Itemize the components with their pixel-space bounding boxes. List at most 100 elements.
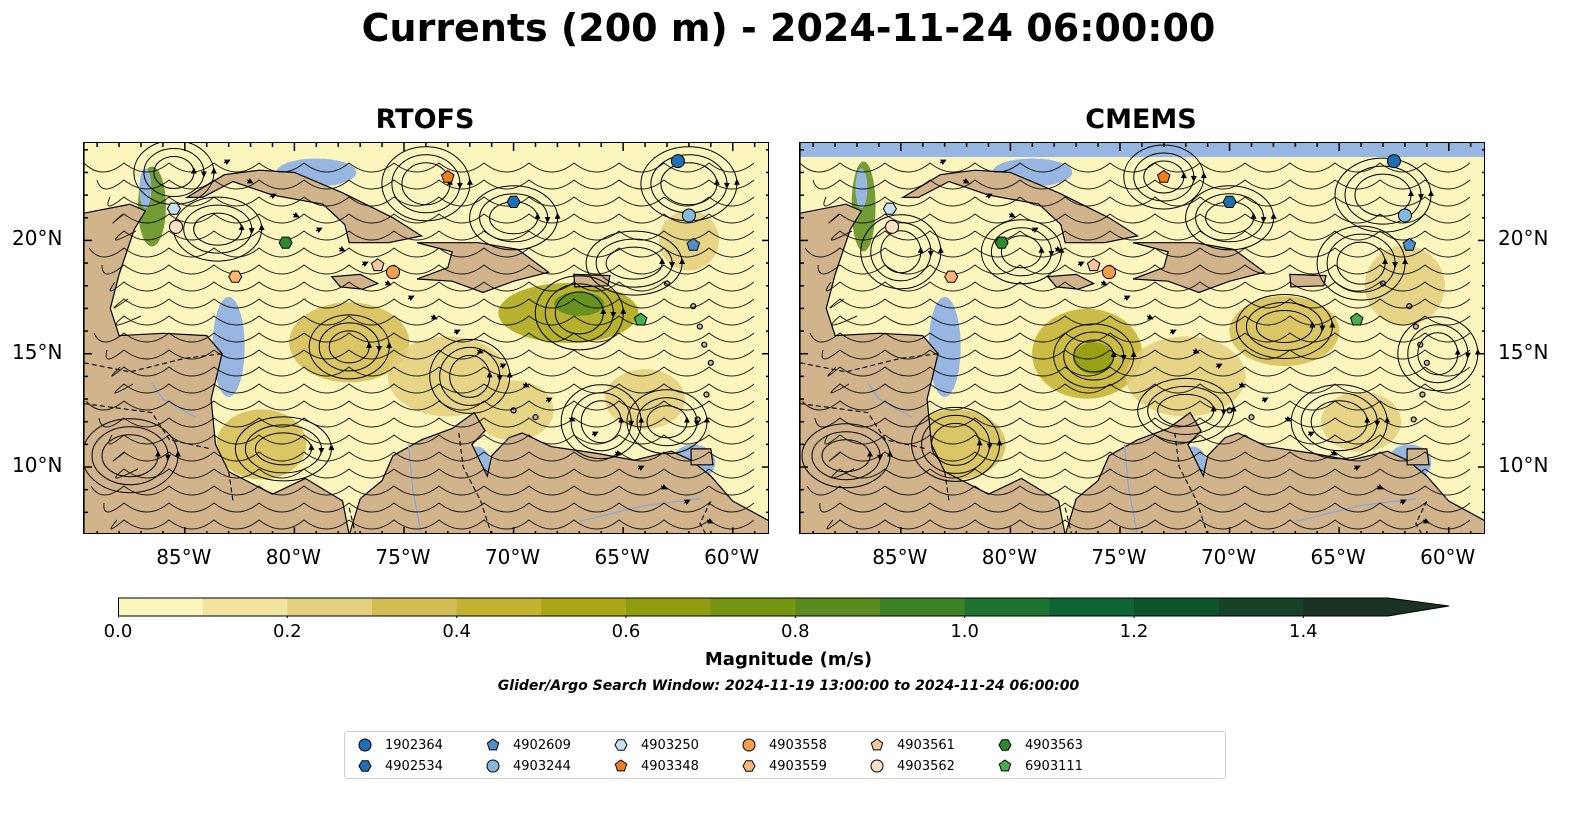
central-america-land: [84, 143, 350, 533]
lon-tick-label: 70°W: [1200, 545, 1257, 569]
island-land: [703, 391, 710, 398]
map-rtofs: [83, 142, 769, 534]
float-marker-6903111: [633, 312, 648, 326]
colorbar-segment: [541, 598, 627, 616]
rivers: [151, 382, 700, 533]
float-marker-4903558: [386, 265, 401, 280]
lon-tick-label: 80°W: [265, 545, 321, 569]
island-land: [1412, 323, 1419, 330]
legend-label: 4903562: [897, 758, 955, 774]
legend-item-4903563: 4903563: [997, 735, 1083, 755]
jamaica-land: [330, 273, 380, 290]
legend-item-4902609: 4902609: [485, 735, 571, 755]
colorbar-tick-label: 0.2: [273, 621, 302, 642]
legend-item-4903561: 4903561: [869, 735, 955, 755]
float-marker-4903562: [169, 219, 184, 234]
colorbar-segment: [964, 598, 1050, 616]
central-america-land: [800, 143, 1066, 533]
float-marker-1902364: [1386, 154, 1401, 169]
lon-tick-label: 60°W: [1420, 545, 1476, 569]
lon-tick-label: 80°W: [981, 545, 1037, 569]
colorbar-segment: [710, 598, 796, 616]
lon-tick-label: 70°W: [484, 545, 541, 569]
float-marker-4902534: [506, 195, 521, 208]
colorbar: [117, 596, 1453, 622]
legend-marker-icon: [486, 738, 500, 751]
lon-tick-label: 75°W: [375, 545, 431, 569]
colorbar-segment: [626, 598, 712, 616]
legend-item-4903559: 4903559: [741, 756, 827, 776]
colorbar-label: Magnitude (m/s): [704, 649, 873, 670]
lat-tick-label: 20°N: [12, 226, 63, 251]
rivers: [867, 382, 1416, 533]
map-cmems: [799, 142, 1485, 534]
legend-label: 4903563: [1025, 737, 1083, 753]
cuba-land: [184, 169, 424, 244]
lat-tick-label: 20°N: [1498, 226, 1549, 251]
cuba-land: [900, 169, 1140, 244]
legend-marker-icon: [486, 759, 500, 773]
colorbar-tick-label: 0.6: [611, 621, 641, 642]
float-marker-4902609: [1402, 237, 1417, 251]
streamlines: [84, 143, 755, 530]
legend-item-4902534: 4902534: [357, 756, 443, 776]
legend-item-4903562: 4903562: [869, 756, 955, 776]
float-marker-4903250: [166, 202, 181, 215]
legend-marker-icon: [870, 759, 884, 773]
colorbar-extend-arrow: [1388, 598, 1449, 616]
puerto-rico-land: [1289, 273, 1327, 288]
legend-marker-icon: [870, 738, 884, 751]
island-land: [1423, 359, 1430, 366]
float-marker-1902364: [670, 154, 685, 169]
lon-tick-label: 65°W: [1310, 545, 1366, 569]
legend-label: 4903559: [769, 758, 827, 774]
jamaica-land: [1046, 273, 1096, 290]
colorbar-segment: [372, 598, 458, 616]
legend-label: 4903244: [513, 758, 571, 774]
colorbar-tick-label: 0.8: [781, 621, 810, 642]
float-marker-4903244: [681, 208, 696, 223]
legend-item-4903250: 4903250: [613, 735, 699, 755]
float-marker-4903348: [1157, 169, 1171, 183]
legend-label: 4903558: [769, 737, 827, 753]
island-land: [696, 323, 703, 330]
lon-tick-label: 75°W: [1091, 545, 1147, 569]
legend-marker-icon: [998, 759, 1012, 772]
float-marker-4903563: [278, 236, 293, 249]
colorbar-segment: [1218, 598, 1304, 616]
float-marker-4903559: [228, 270, 243, 283]
float-marker-4903561: [370, 258, 385, 272]
colorbar-segment: [880, 598, 966, 616]
figure-title: Currents (200 m) - 2024-11-24 06:00:00: [361, 6, 1216, 50]
colorbar-segment: [1303, 598, 1389, 616]
island-land: [1410, 416, 1417, 423]
island-land: [532, 414, 539, 421]
legend-marker-icon: [358, 760, 372, 772]
island-land: [707, 359, 714, 366]
legend-label: 4902609: [513, 737, 571, 753]
colorbar-segment: [287, 598, 373, 616]
legend-marker-icon: [742, 760, 756, 772]
colorbar-segment: [1049, 598, 1135, 616]
colorbar-tick-label: 0.4: [442, 621, 471, 642]
search-window-note: Glider/Argo Search Window: 2024-11-19 13…: [497, 678, 1080, 694]
lon-tick-label: 65°W: [594, 545, 650, 569]
axis-ticks: [800, 143, 1484, 533]
float-marker-4902609: [686, 237, 701, 251]
lat-tick-label: 15°N: [1498, 339, 1549, 364]
colorbar-tick-label: 1.2: [1119, 621, 1149, 642]
float-marker-4902534: [1222, 195, 1237, 208]
lat-tick-label: 15°N: [12, 339, 63, 364]
island-land: [1419, 391, 1426, 398]
float-marker-4903558: [1102, 265, 1117, 280]
colorbar-segment: [795, 598, 881, 616]
float-markers: [882, 154, 1417, 326]
island-land: [701, 341, 708, 348]
colorbar-segment: [118, 598, 204, 616]
legend-marker-icon: [358, 738, 372, 752]
legend-label: 4902534: [385, 758, 443, 774]
legend-item-4903244: 4903244: [485, 756, 571, 776]
lon-tick-label: 85°W: [156, 545, 212, 569]
legend-marker-icon: [742, 738, 756, 752]
legend-item-4903348: 4903348: [613, 756, 699, 776]
